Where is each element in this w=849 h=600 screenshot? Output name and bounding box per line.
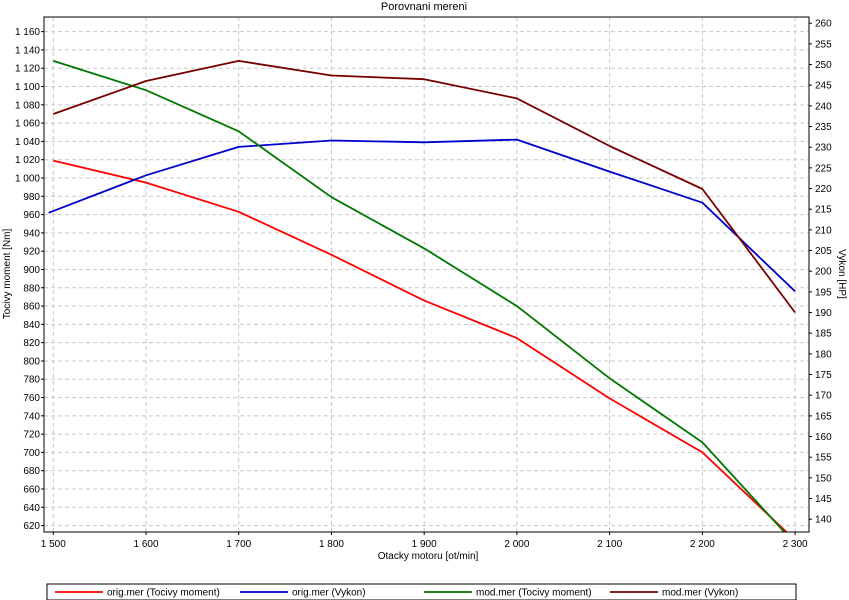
- y-right-tick-label: 210: [815, 225, 832, 236]
- legend-label: orig.mer (Tocivy moment): [107, 588, 220, 599]
- y-axis-right-title: Vykon [HP]: [836, 249, 847, 299]
- y-right-tick-label: 145: [815, 494, 832, 505]
- y-axis-left: 620 640 660 680 700 720 740 760 780 800 820 840 860 8…: [15, 27, 44, 532]
- y-left-tick-label: 1 060: [15, 119, 40, 130]
- y-left-tick-label: 1 120: [15, 64, 40, 75]
- y-left-tick-label: 1 040: [15, 137, 40, 148]
- y-left-tick-label: 980: [23, 192, 40, 203]
- y-left-tick-label: 860: [23, 302, 40, 313]
- legend-box: [46, 583, 797, 600]
- y-right-tick-label: 245: [815, 81, 832, 92]
- y-right-tick-label: 230: [815, 143, 832, 154]
- x-tick-label: 1 900: [412, 539, 437, 550]
- y-left-tick-label: 1 000: [15, 173, 40, 184]
- y-left-tick-label: 700: [23, 448, 40, 459]
- y-right-tick-label: 240: [815, 101, 832, 112]
- y-right-tick-label: 140: [815, 515, 832, 526]
- y-right-tick-label: 215: [815, 205, 832, 216]
- y-right-tick-label: 160: [815, 432, 832, 443]
- y-right-tick-label: 180: [815, 349, 832, 360]
- y-left-tick-label: 880: [23, 283, 40, 294]
- x-tick-label: 2 000: [504, 539, 529, 550]
- y-right-tick-label: 155: [815, 453, 832, 464]
- y-right-tick-label: 190: [815, 308, 832, 319]
- y-left-tick-label: 940: [23, 228, 40, 239]
- x-tick-label: 1 600: [133, 539, 158, 550]
- y-right-tick-label: 195: [815, 287, 832, 298]
- y-left-tick-label: 740: [23, 411, 40, 422]
- series-line-3: [53, 60, 786, 532]
- y-left-tick-label: 640: [23, 503, 40, 514]
- y-right-tick-label: 200: [815, 267, 832, 278]
- x-axis-title: Otacky motoru [ot/min]: [378, 551, 479, 562]
- y-left-tick-label: 620: [23, 521, 40, 532]
- legend-label: mod.mer (Tocivy moment): [476, 588, 592, 599]
- series-line-1: [53, 159, 788, 532]
- y-left-tick-label: 1 100: [15, 82, 40, 93]
- legend: orig.mer (Tocivy moment) orig.mer (Vykon)…: [46, 583, 797, 600]
- legend-label: orig.mer (Vykon): [292, 588, 366, 599]
- y-right-tick-label: 225: [815, 163, 832, 174]
- y-right-tick-label: 165: [815, 411, 832, 422]
- y-axis-right: 140 145 150 155 160 165 170 175 180 185 190 195 200 2…: [809, 19, 832, 526]
- y-left-tick-label: 1 020: [15, 155, 40, 166]
- x-tick-label: 2 100: [597, 539, 622, 550]
- y-right-tick-label: 205: [815, 246, 832, 257]
- y-right-tick-label: 175: [815, 370, 832, 381]
- y-left-tick-label: 780: [23, 375, 40, 386]
- y-left-tick-label: 800: [23, 356, 40, 367]
- y-right-tick-label: 250: [815, 60, 832, 71]
- series-line-4: [52, 60, 796, 314]
- series-lines: [48, 60, 796, 532]
- y-left-tick-label: 720: [23, 430, 40, 441]
- y-left-tick-label: 660: [23, 485, 40, 496]
- series-line-2: [48, 138, 796, 293]
- legend-label: mod.mer (Vykon): [662, 588, 738, 599]
- y-left-tick-label: 920: [23, 247, 40, 258]
- plot-frame: [43, 16, 810, 533]
- y-left-tick-label: 840: [23, 320, 40, 331]
- y-right-tick-label: 170: [815, 391, 832, 402]
- y-left-tick-label: 960: [23, 210, 40, 221]
- x-axis: 1 500 1 600 1 700 1 800 1 900 2 000 2 100 2 200…: [41, 532, 808, 550]
- x-tick-label: 2 200: [690, 539, 715, 550]
- y-left-tick-label: 1 080: [15, 100, 40, 111]
- y-right-tick-label: 150: [815, 473, 832, 484]
- y-right-tick-label: 220: [815, 184, 832, 195]
- y-right-tick-label: 185: [815, 329, 832, 340]
- x-tick-label: 1 500: [41, 539, 66, 550]
- y-left-tick-label: 1 140: [15, 45, 40, 56]
- y-right-tick-label: 260: [815, 19, 832, 30]
- y-right-tick-label: 255: [815, 39, 832, 50]
- y-left-tick-label: 820: [23, 338, 40, 349]
- grid: [44, 17, 809, 532]
- y-left-tick-label: 900: [23, 265, 40, 276]
- y-left-tick-label: 680: [23, 466, 40, 477]
- y-left-tick-label: 760: [23, 393, 40, 404]
- x-tick-label: 1 800: [319, 539, 344, 550]
- x-tick-label: 2 300: [783, 539, 808, 550]
- chart-title: Porovnani mereni: [381, 1, 467, 13]
- y-right-tick-label: 235: [815, 122, 832, 133]
- x-tick-label: 1 700: [226, 539, 251, 550]
- y-axis-left-title: Tocivy moment [Nm]: [2, 228, 13, 319]
- y-left-tick-label: 1 160: [15, 27, 40, 38]
